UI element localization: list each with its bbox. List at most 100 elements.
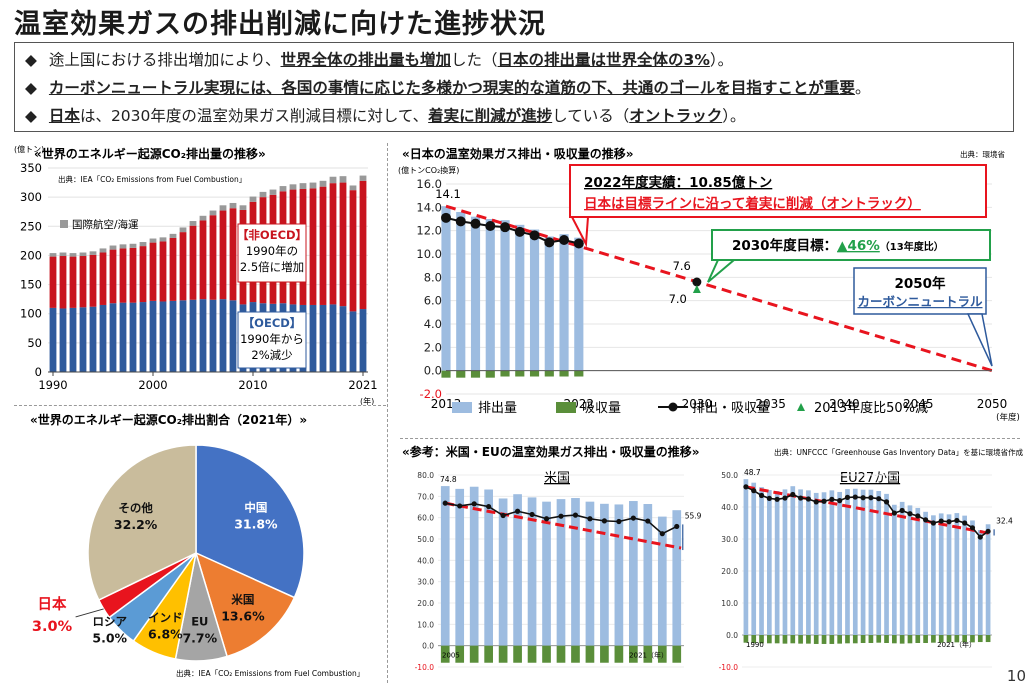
world-bar-OECD <box>99 304 107 372</box>
world-bar-国際航空/海運 <box>359 175 367 181</box>
japan-net-point <box>529 230 540 241</box>
world-bar-OECD <box>79 307 87 372</box>
panel-target-line <box>745 485 991 535</box>
callout-2050-line1: 2050年 <box>894 275 946 292</box>
world-bar-国際航空/海運 <box>329 176 337 184</box>
world-bar-非OECD <box>229 208 237 301</box>
panel-absorption-bar <box>767 635 772 644</box>
panel-emission-bar <box>759 487 764 635</box>
panel-emission-bar <box>954 513 960 635</box>
bullet-mark: ◆ <box>25 51 37 69</box>
panel-absorption-bar <box>672 645 682 663</box>
b2-emph: カーボンニュートラル実現には、各国の事情に応じた多様かつ現実的な道筋の下、共通の… <box>48 79 855 97</box>
panel-emission-bar <box>657 516 667 646</box>
world-bar-非OECD <box>339 182 347 307</box>
world-ytick: 0 <box>35 365 42 379</box>
panel-absorption-bar <box>513 645 522 663</box>
japan-net-point <box>485 221 496 231</box>
pie-label-name: 中国 <box>244 500 267 514</box>
world-bar-OECD <box>339 306 347 372</box>
japan-xtick: 2050 <box>977 397 1008 411</box>
world-ytick: 150 <box>20 278 42 292</box>
pie-label-value: 13.6% <box>221 609 265 624</box>
panel-net-point <box>969 525 976 531</box>
panel-net-point <box>442 500 448 506</box>
panel-absorption-bar <box>440 645 450 663</box>
panel-net-point <box>868 495 874 501</box>
panel-ytick: 80.0 <box>417 471 434 480</box>
japan-label-start: 14.1 <box>435 187 461 201</box>
world-bar-OECD <box>319 304 327 372</box>
world-bar-OECD <box>109 303 117 372</box>
panel-net-line <box>745 486 989 539</box>
panel-emission-bar <box>751 482 757 635</box>
panel-emission-bar <box>455 488 465 646</box>
panel-net-point <box>790 491 796 498</box>
pie-label-name: EU <box>191 615 208 629</box>
japan-ylabel: (億トンCO₂換算) <box>398 165 459 175</box>
japan-2030-triangle <box>692 285 701 293</box>
world-bar-OECD <box>209 299 217 372</box>
panel-ytick: 40.0 <box>417 556 434 565</box>
japan-emission-bar <box>470 216 481 371</box>
panel-net-point <box>985 528 991 534</box>
panel-absorption-bar <box>923 635 928 643</box>
panel-absorption-bar <box>931 635 936 643</box>
japan-absorption-bar <box>470 370 481 378</box>
panel-emission-bar <box>868 489 874 635</box>
japan-emission-bar <box>529 229 540 371</box>
panel-absorption-bar <box>629 645 638 663</box>
panel-net-point <box>805 496 812 502</box>
world-bar-国際航空/海運 <box>239 205 247 210</box>
world-bar-非OECD <box>109 249 117 304</box>
panel-absorption-bar <box>542 645 551 663</box>
japan-ytick: 16.0 <box>416 177 442 191</box>
pie-label-value: 6.8% <box>148 626 183 641</box>
left-divider <box>14 405 386 407</box>
panel-emission-bar <box>852 488 858 635</box>
japan-absorption-bar <box>485 370 495 378</box>
panel-absorption-bar <box>600 645 609 663</box>
panel-absorption-bar <box>852 635 858 644</box>
panel-absorption-bar <box>860 635 866 643</box>
panel-net-point <box>514 508 521 514</box>
pie-label-name: その他 <box>118 501 153 515</box>
panel-absorption-bar <box>899 635 905 644</box>
panel-emission-bar <box>774 491 780 635</box>
world-bar-国際航空/海運 <box>189 221 197 226</box>
world-bar-OECD <box>189 299 197 372</box>
nonoecd-label: 【非OECD】 <box>237 228 307 242</box>
b1-text3: ）。 <box>709 51 734 69</box>
panel-emission-bar <box>915 507 921 635</box>
world-ytick: 250 <box>20 219 42 233</box>
b3-emph2: 着実に削減が進捗 <box>428 107 553 125</box>
panel-net-point <box>743 484 749 490</box>
world-bar-国際航空/海運 <box>259 191 267 198</box>
panel-ytick: 10.0 <box>721 599 738 608</box>
panel-absorption-bar <box>455 645 465 663</box>
japan-xtick: 2040 <box>829 397 860 411</box>
panel-emission-bar <box>469 486 479 646</box>
world-bar-非OECD <box>199 220 207 300</box>
panel-net-point <box>751 488 757 494</box>
panel-emission-bar <box>498 498 508 646</box>
world-bar-非OECD <box>219 210 227 300</box>
world-bar-非OECD <box>59 256 67 309</box>
panel-absorption-bar <box>798 635 803 644</box>
world-bar-国際航空/海運 <box>339 176 347 183</box>
world-bar-国際航空/海運 <box>89 251 97 255</box>
pie-slice-その他 <box>87 444 197 602</box>
panel-ytick: 0.0 <box>726 631 738 640</box>
panel-emission-bar <box>527 497 537 646</box>
panel-absorption-bar <box>821 635 827 644</box>
panel-net-point <box>766 495 772 501</box>
panel-net-point <box>844 494 851 500</box>
panel-absorption-bar <box>829 635 835 644</box>
world-bar-OECD <box>129 302 137 372</box>
panel-net-point <box>829 496 835 502</box>
japan-absorption-bar <box>456 370 466 378</box>
panel-emission-bar <box>977 530 983 635</box>
panel-absorption-bar <box>876 635 882 643</box>
world-bar-国際航空/海運 <box>79 252 87 257</box>
world-bar-非OECD <box>49 256 57 308</box>
